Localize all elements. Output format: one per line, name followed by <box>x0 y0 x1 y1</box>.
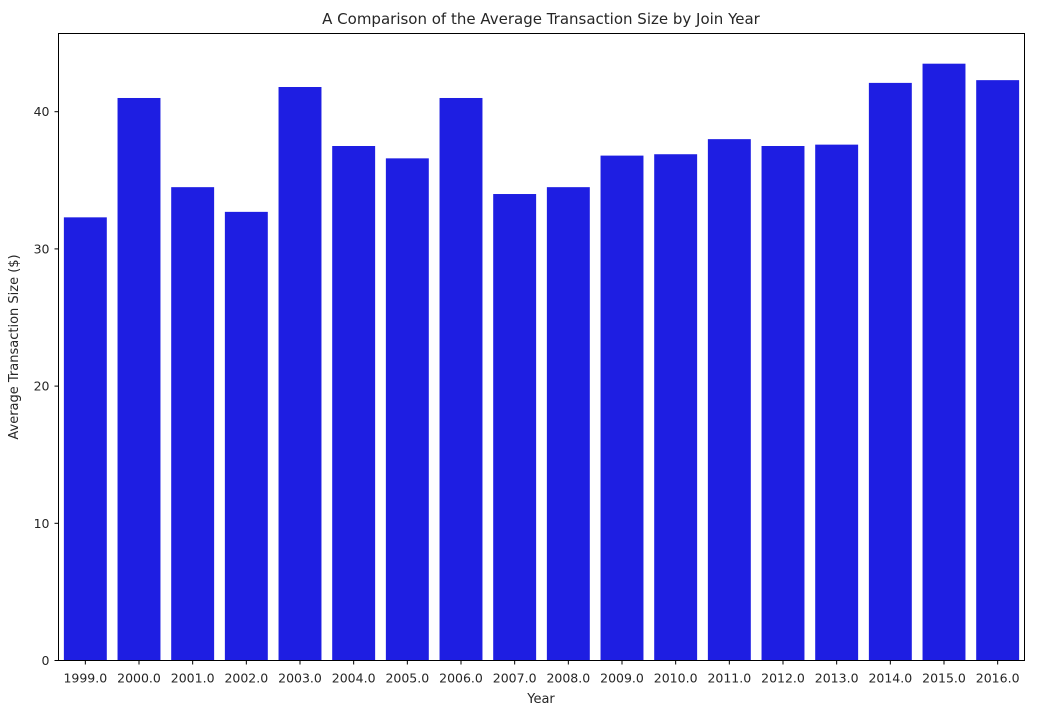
x-tick-label: 2003.0 <box>278 671 322 686</box>
bar-2001.0 <box>171 187 215 661</box>
x-axis-label: Year <box>526 692 555 707</box>
bar-2016.0 <box>976 80 1020 661</box>
bar-2008.0 <box>546 187 590 661</box>
bar-2010.0 <box>654 154 698 661</box>
x-tick-label: 2008.0 <box>546 671 590 686</box>
x-tick-label: 2006.0 <box>439 671 483 686</box>
bar-2003.0 <box>278 87 322 661</box>
x-axis-ticks: 1999.0 2000.0 2001.0 2002.0 2003.0 2004.0 2005… <box>63 660 1020 686</box>
bar-2007.0 <box>493 194 537 661</box>
x-tick-label: 2009.0 <box>600 671 644 686</box>
bar-2002.0 <box>224 211 268 661</box>
x-tick-label: 2011.0 <box>707 671 751 686</box>
y-tick-label: 30 <box>34 241 50 256</box>
y-tick-label: 10 <box>34 516 50 531</box>
y-tick-label: 0 <box>42 653 50 668</box>
bar-2000.0 <box>117 97 161 661</box>
bar-2013.0 <box>815 144 859 661</box>
x-tick-label: 2010.0 <box>654 671 698 686</box>
x-tick-label: 2014.0 <box>868 671 912 686</box>
bar-2004.0 <box>332 146 376 661</box>
bar-2009.0 <box>600 155 644 661</box>
bar-2005.0 <box>385 158 429 661</box>
bars-group <box>63 63 1020 661</box>
bar-2012.0 <box>761 146 805 661</box>
bar-2006.0 <box>439 97 483 661</box>
x-tick-label: 2004.0 <box>332 671 376 686</box>
x-tick-label: 2016.0 <box>976 671 1020 686</box>
bar-2011.0 <box>707 139 751 661</box>
x-tick-label: 2001.0 <box>171 671 215 686</box>
y-tick-label: 20 <box>34 379 50 394</box>
y-axis-ticks: 0 10 20 30 40 <box>34 104 59 668</box>
bar-1999.0 <box>63 217 107 661</box>
x-tick-label: 2000.0 <box>117 671 161 686</box>
plot-frame <box>58 33 1025 661</box>
x-tick-label: 2005.0 <box>385 671 429 686</box>
x-tick-label: 1999.0 <box>63 671 107 686</box>
bar-2015.0 <box>922 63 966 661</box>
y-tick-label: 40 <box>34 104 50 119</box>
x-tick-label: 2015.0 <box>922 671 966 686</box>
bar-2014.0 <box>868 82 912 661</box>
x-tick-label: 2012.0 <box>761 671 805 686</box>
x-tick-label: 2007.0 <box>493 671 537 686</box>
x-tick-label: 2013.0 <box>815 671 859 686</box>
chart-title: A Comparison of the Average Transaction … <box>322 10 761 28</box>
y-axis-label: Average Transaction Size ($) <box>7 254 22 439</box>
x-tick-label: 2002.0 <box>224 671 268 686</box>
